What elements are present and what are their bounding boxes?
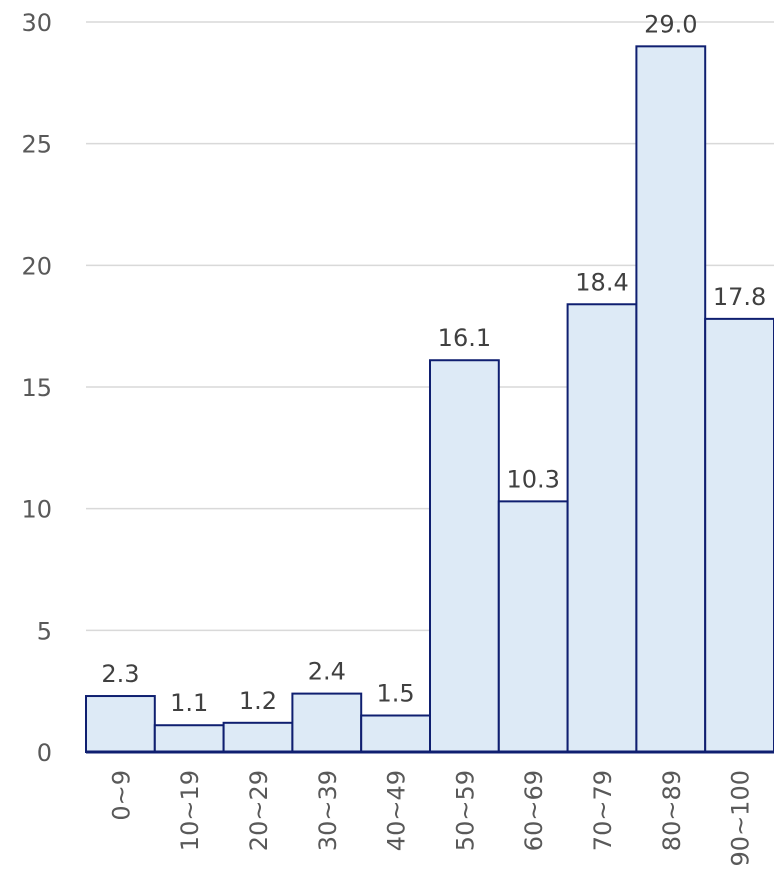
- data-label: 1.2: [239, 687, 277, 715]
- y-tick-label: 5: [37, 617, 52, 645]
- y-tick-label: 10: [21, 496, 52, 524]
- x-tick-label: 80~89: [658, 770, 686, 851]
- x-tick-label: 30~39: [314, 770, 342, 851]
- data-label: 17.8: [713, 283, 766, 311]
- x-tick-label: 0~9: [107, 770, 135, 821]
- bar: [222, 721, 294, 753]
- y-tick-label: 25: [21, 131, 52, 159]
- data-label: 18.4: [575, 268, 628, 296]
- bar: [635, 45, 707, 754]
- x-tick-label: 70~79: [589, 770, 617, 851]
- bars: [85, 45, 774, 754]
- y-axis-ticks: 0 5 10 15 20 25 30: [21, 9, 52, 767]
- x-tick-label: 10~19: [176, 770, 204, 851]
- data-label: 29.0: [644, 10, 697, 38]
- data-label: 2.3: [101, 660, 139, 688]
- x-tick-label: 20~29: [245, 770, 273, 851]
- bar: [291, 692, 363, 753]
- x-axis-ticks: 0~9 10~19 20~29 30~39 40~49 50~59 60~69 70~79 80…: [107, 770, 754, 866]
- x-tick-label: 40~49: [383, 770, 411, 851]
- bar: [704, 317, 774, 753]
- bar: [429, 359, 500, 753]
- x-tick-label: 50~59: [451, 770, 479, 851]
- data-label: 2.4: [308, 658, 346, 686]
- data-label: 16.1: [438, 324, 491, 352]
- y-tick-label: 20: [21, 252, 52, 280]
- y-tick-label: 30: [21, 9, 52, 37]
- x-tick-label: 60~69: [520, 770, 548, 851]
- bar: [566, 303, 638, 753]
- y-tick-label: 0: [37, 739, 52, 767]
- x-tick-label: 90~100: [727, 770, 755, 866]
- data-label: 1.1: [170, 689, 208, 717]
- bar: [497, 500, 569, 753]
- bar: [153, 724, 225, 754]
- data-label: 10.3: [506, 465, 559, 493]
- y-tick-label: 15: [21, 374, 52, 402]
- data-labels: 2.3 1.1 1.2 2.4 1.5 16.1 10.3 18.4 29.0 17.8: [101, 10, 766, 717]
- data-label: 1.5: [377, 680, 415, 708]
- bar: [85, 695, 156, 753]
- bar: [360, 714, 432, 753]
